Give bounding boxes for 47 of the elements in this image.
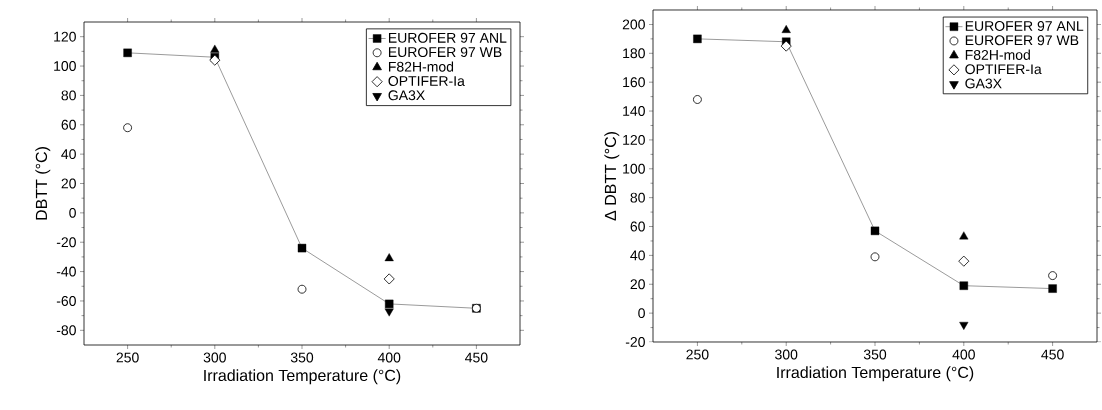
- y-tick-label: 140: [623, 106, 645, 116]
- y-tick-label: 60: [630, 221, 645, 232]
- y-tick-label: 80: [61, 90, 76, 101]
- y-tick-label: 180: [623, 48, 645, 59]
- y-tick-label: 100: [623, 163, 645, 174]
- x-tick-label: 400: [377, 352, 401, 363]
- legend-label: GA3X: [388, 90, 425, 101]
- y-tick-label: 160: [623, 77, 645, 88]
- y-axis-title: Δ DBTT (°C): [604, 132, 620, 221]
- legend-label: OPTIFER-Ia: [965, 64, 1042, 75]
- legend-label: EUROFER 97 ANL: [388, 32, 507, 43]
- y-tick-label: 20: [630, 279, 645, 290]
- x-tick-label: 250: [686, 349, 709, 360]
- y-tick-label: 200: [622, 19, 645, 30]
- y-tick-label: -80: [56, 325, 76, 336]
- x-tick-label: 450: [1041, 349, 1064, 360]
- x-tick-label: 350: [290, 352, 314, 363]
- y-tick-label: 40: [61, 149, 76, 160]
- x-tick-label: 450: [465, 352, 488, 363]
- x-axis-title: Irradiation Temperature (°C): [204, 369, 401, 385]
- y-tick-label: 100: [54, 61, 76, 72]
- legend-label: GA3X: [965, 78, 1002, 89]
- legend-label: F82H-mod: [965, 49, 1030, 60]
- y-tick-label: 0: [69, 207, 76, 218]
- y-tick-label: -20: [625, 337, 645, 347]
- x-axis-title: Irradiation Temperature (°C): [777, 366, 974, 382]
- x-tick-label: 350: [863, 349, 887, 360]
- y-tick-label: 40: [630, 250, 645, 261]
- y-tick-label: 60: [61, 119, 76, 130]
- x-tick-label: 300: [203, 352, 226, 363]
- y-tick-label: 80: [630, 192, 645, 203]
- x-tick-label: 250: [116, 352, 139, 363]
- y-tick-label: -60: [56, 295, 76, 306]
- legend-label: EUROFER 97 WB: [965, 35, 1079, 46]
- y-tick-label: 20: [61, 178, 76, 189]
- y-tick-label: 0: [638, 308, 645, 319]
- y-tick-label: -40: [56, 266, 76, 277]
- y-tick-label: 120: [623, 134, 645, 145]
- x-tick-label: 400: [952, 349, 975, 360]
- x-tick-label: 300: [775, 349, 798, 360]
- legend-label: EUROFER 97 ANL: [965, 21, 1084, 31]
- y-tick-label: -20: [56, 237, 76, 248]
- legend-label: OPTIFER-Ia: [388, 76, 465, 86]
- y-tick-label: 120: [54, 31, 76, 42]
- y-axis-title: DBTT (°C): [35, 147, 51, 220]
- legend-label: EUROFER 97 WB: [388, 47, 502, 58]
- legend-label: F82H-mod: [388, 61, 454, 72]
